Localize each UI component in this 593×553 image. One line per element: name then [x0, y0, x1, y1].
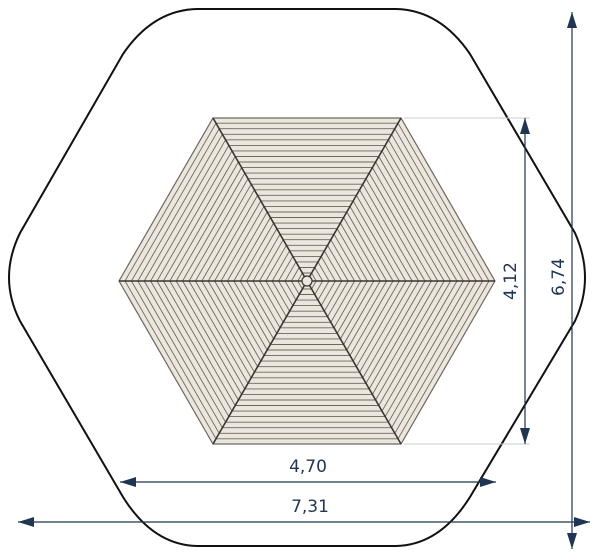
outer-width-arrow-left: [18, 517, 34, 527]
inner-height-dimension: 4,12: [404, 117, 530, 445]
inner-width-label: 4,70: [289, 457, 327, 477]
outer-width-arrow-right: [574, 517, 590, 527]
inner-height-label: 4,12: [501, 262, 521, 300]
hexagon-deck: [118, 117, 496, 445]
outer-height-arrow-bottom: [567, 533, 577, 549]
outer-width-label: 7,31: [291, 497, 329, 517]
deck-center-hub: [301, 275, 313, 287]
inner-width-arrow-right: [480, 477, 496, 487]
outer-height-label: 6,74: [549, 258, 569, 296]
deck-radial-rib: [212, 280, 308, 445]
outer-height-dimension: 6,74: [549, 12, 577, 549]
inner-height-arrow-bottom: [520, 428, 530, 444]
deck-radial-rib: [306, 280, 402, 445]
inner-width-arrow-left: [120, 477, 136, 487]
outer-width-dimension: 7,31: [18, 497, 590, 527]
deck-radial-rib: [212, 117, 308, 282]
outer-safety-zone-outline: [8, 8, 586, 547]
deck-radial-rib: [306, 117, 402, 282]
inner-height-arrow-top: [520, 118, 530, 134]
outer-height-arrow-top: [567, 12, 577, 28]
inner-width-dimension: 4,70: [120, 457, 496, 487]
